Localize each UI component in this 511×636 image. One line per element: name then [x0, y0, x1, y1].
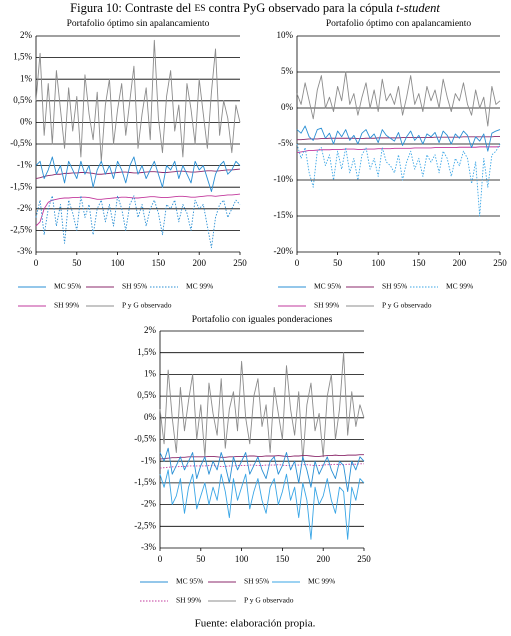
legend-label: MC 95%: [54, 282, 81, 291]
legend-label: SH 95%: [244, 577, 269, 586]
y-tick-label: -3%: [141, 542, 156, 552]
y-tick-label: 0%: [20, 116, 33, 126]
y-tick-label: -2,5%: [134, 520, 156, 530]
y-tick-label: -20%: [274, 246, 294, 256]
x-tick-label: 250: [233, 258, 247, 268]
title-part: ES: [194, 4, 205, 14]
legend-label: MC 99%: [446, 282, 473, 291]
series-line: [296, 143, 501, 217]
legend-label: MC 99%: [308, 577, 335, 586]
series-line: [296, 71, 501, 127]
y-tick-label: 1%: [144, 368, 157, 378]
y-tick-label: -0,5%: [134, 434, 156, 444]
series-line: [159, 469, 365, 540]
y-tick-label: -15%: [274, 210, 294, 220]
x-tick-label: 0: [34, 258, 39, 268]
x-tick-label: 200: [316, 554, 330, 564]
series-line: [35, 156, 241, 192]
series-line: [296, 125, 501, 152]
y-tick-label: -1,5%: [10, 181, 32, 191]
y-tick-label: 0%: [281, 102, 294, 112]
y-tick-label: 1%: [20, 73, 33, 83]
y-tick-label: -5%: [278, 138, 293, 148]
series-line: [35, 39, 241, 162]
x-tick-label: 50: [333, 258, 343, 268]
y-tick-label: -1%: [141, 455, 156, 465]
x-tick-label: 150: [412, 258, 426, 268]
y-tick-label: -1%: [17, 160, 32, 170]
legend-label: MC 99%: [186, 282, 213, 291]
legend-label: SH 99%: [314, 301, 339, 310]
legend-label: MC 95%: [176, 577, 203, 586]
x-tick-label: 50: [196, 554, 206, 564]
chart-title: Portafolio óptimo sin apalancamiento: [67, 18, 210, 29]
legend-label: SH 99%: [54, 301, 79, 310]
legend-label: SH 95%: [382, 282, 407, 291]
x-tick-label: 250: [493, 258, 507, 268]
y-tick-label: 5%: [281, 66, 294, 76]
y-tick-label: -2%: [17, 203, 32, 213]
legend-label: P y G observado: [122, 301, 172, 310]
series-line: [159, 352, 365, 462]
x-tick-label: 100: [371, 258, 385, 268]
series-line: [297, 135, 500, 141]
chart-title: Portafolio con iguales ponderaciones: [192, 314, 333, 325]
y-tick-label: 1,5%: [13, 52, 32, 62]
series-line: [296, 146, 501, 154]
title-part: contra PyG observado para la cópula: [206, 1, 397, 15]
x-tick-label: 100: [235, 554, 249, 564]
legend-label: SH 95%: [122, 282, 147, 291]
x-tick-label: 250: [357, 554, 371, 564]
title-part: t-student: [396, 1, 440, 15]
figure-title: Figura 10: Contraste del ES contra PyG o…: [70, 1, 440, 15]
y-tick-label: 2%: [20, 30, 33, 40]
y-tick-label: -0,5%: [10, 138, 32, 148]
y-tick-label: 1,5%: [137, 347, 156, 357]
chart-title: Portafolio óptimo con apalancamiento: [326, 18, 472, 29]
x-tick-label: 150: [152, 258, 166, 268]
y-tick-label: 10%: [277, 30, 294, 40]
series-line: [159, 454, 364, 460]
y-tick-label: 0,5%: [137, 390, 156, 400]
y-tick-label: -2%: [141, 499, 156, 509]
x-tick-label: 100: [111, 258, 125, 268]
legend-label: MC 95%: [314, 282, 341, 291]
y-tick-label: -3%: [17, 246, 32, 256]
x-tick-label: 0: [295, 258, 300, 268]
x-tick-label: 150: [276, 554, 290, 564]
x-tick-label: 200: [453, 258, 467, 268]
legend-label: P y G observado: [244, 596, 294, 605]
x-tick-label: 0: [158, 554, 163, 564]
series-line: [35, 193, 241, 227]
y-tick-label: 2%: [144, 325, 157, 335]
series-line: [159, 447, 365, 493]
y-tick-label: 0,5%: [13, 95, 32, 105]
y-tick-label: -2,5%: [10, 224, 32, 234]
title-part: Figura 10: Contraste del: [70, 1, 194, 15]
series-line: [35, 195, 241, 249]
footer: Fuente: elaboración propia.: [195, 618, 316, 630]
x-tick-label: 50: [72, 258, 82, 268]
series-line: [159, 463, 364, 469]
legend-label: SH 99%: [176, 596, 201, 605]
legend-label: P y G observado: [382, 301, 432, 310]
y-tick-label: -10%: [274, 174, 294, 184]
y-tick-label: 0%: [144, 412, 157, 422]
x-tick-label: 200: [192, 258, 206, 268]
y-tick-label: -1,5%: [134, 477, 156, 487]
